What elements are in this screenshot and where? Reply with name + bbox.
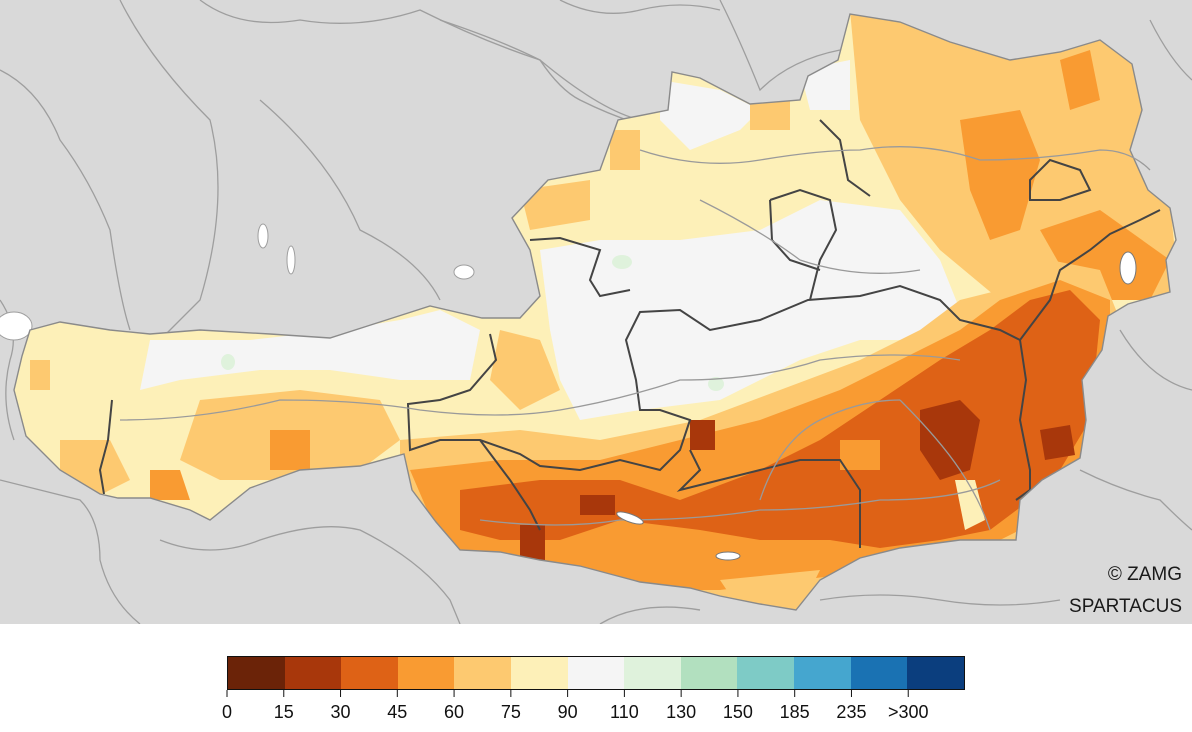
dataset-label: SPARTACUS	[1069, 596, 1182, 617]
legend-swatch	[624, 657, 681, 689]
legend-tick-label: 235	[836, 702, 867, 722]
color-legend	[227, 656, 965, 690]
legend-tick-label: 130	[666, 702, 697, 722]
legend-tick-label: 110	[610, 702, 639, 722]
legend-swatch	[397, 657, 455, 689]
legend-swatch	[511, 657, 568, 689]
legend-tick-label: 75	[500, 702, 521, 722]
rivers	[119, 146, 1151, 531]
legend-swatch	[228, 657, 285, 689]
copyright-label: © ZAMG	[1107, 564, 1182, 585]
austria-outline	[13, 13, 1177, 611]
legend-swatch	[737, 657, 795, 689]
neighbour-borders	[0, 0, 1192, 624]
legend-tick-label: 90	[557, 702, 578, 722]
legend-swatch	[567, 657, 625, 689]
legend-swatch	[454, 657, 512, 689]
legend-swatch	[284, 657, 342, 689]
legend-tick-label: 60	[444, 702, 465, 722]
legend-tick-label: 30	[330, 702, 351, 722]
legend-swatch	[341, 657, 398, 689]
legend-tick-label: 15	[273, 702, 294, 722]
precipitation-map	[0, 0, 1192, 624]
legend-swatch	[850, 657, 908, 689]
legend-tick-label: 185	[779, 702, 810, 722]
legend-tick-marks	[226, 690, 909, 697]
legend-swatch	[680, 657, 738, 689]
state-borders	[98, 119, 1161, 548]
legend-tick-label: >300	[887, 702, 929, 722]
lakes	[616, 251, 1137, 561]
legend-tick-label: 150	[722, 702, 753, 722]
legend-swatch	[907, 657, 964, 689]
legend-swatch	[794, 657, 851, 689]
legend-tick-label: 45	[387, 702, 408, 722]
neighbour-rivers	[439, 19, 701, 624]
legend-tick-label: 0	[221, 702, 233, 722]
